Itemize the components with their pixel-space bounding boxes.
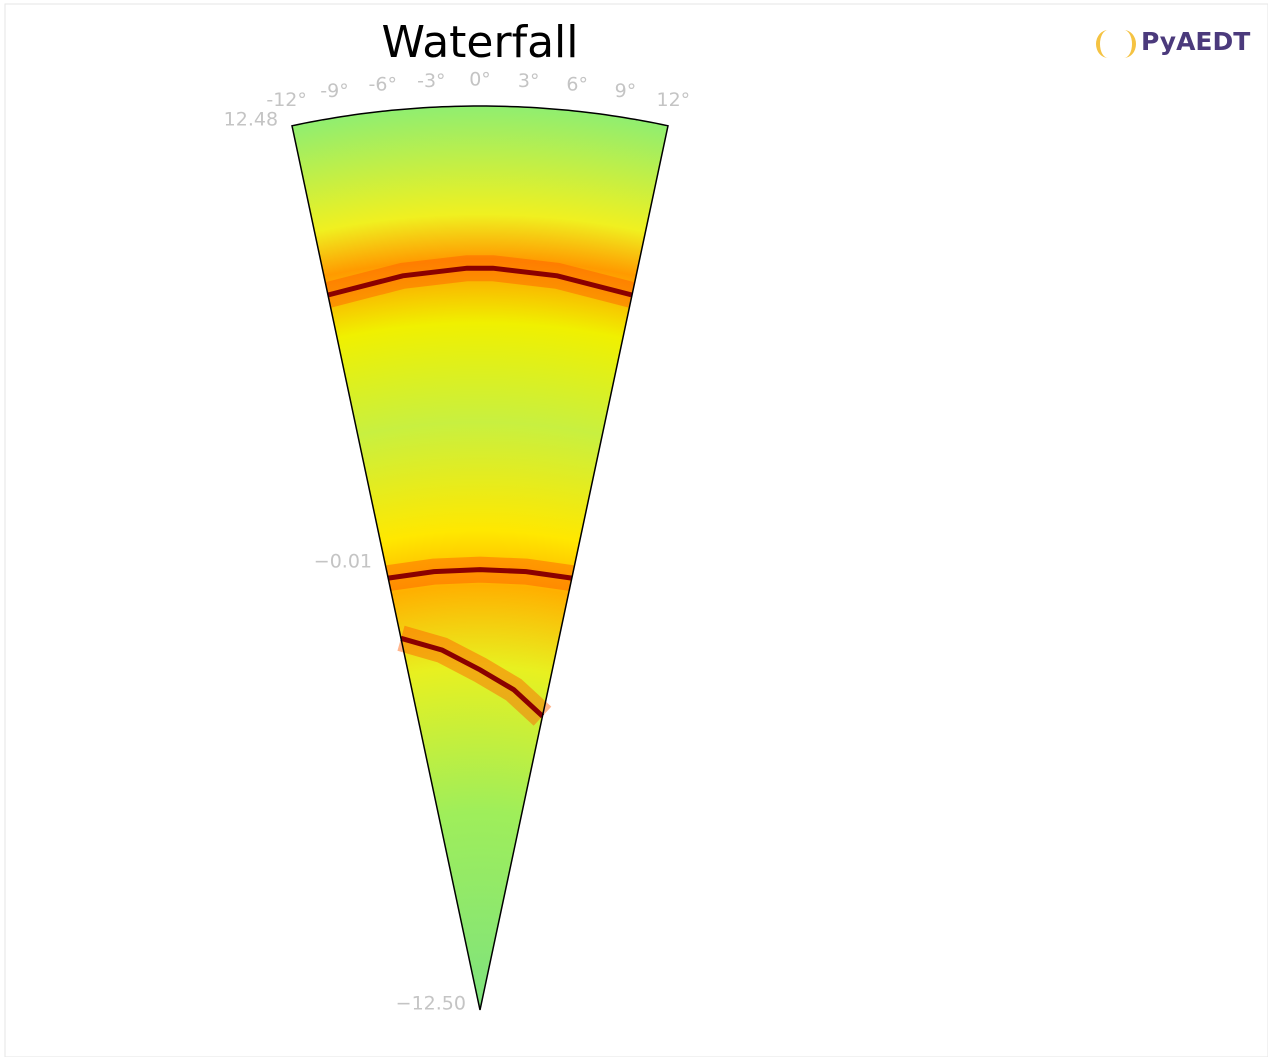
heatmap-wedge xyxy=(292,106,668,1010)
ridge xyxy=(327,265,633,298)
theta-tick-label: -3° xyxy=(417,70,445,92)
theta-tick-label: -12° xyxy=(266,89,307,111)
ridge xyxy=(400,635,545,719)
r-tick-label: 12.48 xyxy=(224,108,278,130)
theta-tick-label: 6° xyxy=(566,74,588,96)
chart-title: Waterfall xyxy=(382,17,579,68)
wedge-outline xyxy=(291,105,669,1011)
logo-text: PyAEDT xyxy=(1141,27,1250,56)
r-tick-label: −12.50 xyxy=(396,993,466,1015)
theta-tick-label: -6° xyxy=(369,74,397,96)
theta-tick-label: 0° xyxy=(469,69,491,91)
theta-tick-label: 12° xyxy=(657,89,691,111)
ridge xyxy=(387,567,573,581)
theta-tick-label: 3° xyxy=(518,70,540,92)
logo: PyAEDT xyxy=(1096,27,1250,58)
theta-tick-label: -9° xyxy=(320,80,348,102)
r-tick-label: −0.01 xyxy=(314,550,372,572)
theta-tick-label: 9° xyxy=(615,80,637,102)
